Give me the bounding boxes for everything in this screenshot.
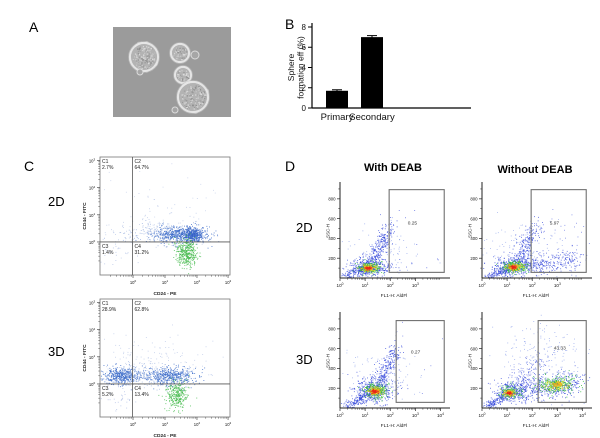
gate-rect xyxy=(388,189,445,273)
y-axis-label: CD44 - FITC xyxy=(82,202,88,230)
quadrant-value: 5.2% xyxy=(102,392,114,398)
y-axis-label: SSC-H xyxy=(468,354,473,368)
plot-frame xyxy=(99,298,231,418)
scatter-points xyxy=(483,314,591,409)
svg-text:100: 100 xyxy=(130,421,137,427)
gate-rect xyxy=(530,189,587,273)
y-axis-label: SSC-H xyxy=(468,224,473,238)
quadrant-label: C2 xyxy=(135,301,142,307)
svg-text:100: 100 xyxy=(130,279,137,285)
quadrant-label: C1 xyxy=(102,301,109,307)
gate-rect xyxy=(395,320,445,403)
scatter-points xyxy=(100,324,224,414)
y-axis-label: formation eff (%) xyxy=(296,36,306,99)
svg-text:101: 101 xyxy=(89,354,96,360)
svg-text:100: 100 xyxy=(89,239,96,245)
svg-text:2: 2 xyxy=(302,84,307,93)
y-axis-label: Sphere xyxy=(286,54,296,82)
gate-value: 43.33 xyxy=(554,346,566,352)
quadrant-label: C2 xyxy=(135,159,142,165)
quadrant-value: 62.8% xyxy=(135,307,150,313)
quadrant-label: C3 xyxy=(102,386,109,392)
panel-a-label: A xyxy=(29,19,39,35)
quadrant-label: C1 xyxy=(102,159,109,165)
plot-frame xyxy=(99,156,231,276)
panel-a-micrograph xyxy=(113,27,231,117)
scatter-points xyxy=(341,321,443,409)
small-sphere xyxy=(171,106,179,114)
x-axis-label: FL1-H: AldFl xyxy=(523,293,550,299)
scatter-points xyxy=(100,163,220,275)
quadrant-label: C4 xyxy=(135,244,142,250)
svg-text:103: 103 xyxy=(225,421,232,427)
panel-b-label: B xyxy=(285,16,295,32)
svg-text:102: 102 xyxy=(194,421,201,427)
svg-text:102: 102 xyxy=(89,185,96,191)
panel-d-col-header-without-deab: Without DEAB xyxy=(497,164,573,176)
x-axis-label: CD24 - PE xyxy=(154,291,178,296)
svg-text:103: 103 xyxy=(225,279,232,285)
gate-rect xyxy=(537,320,587,403)
quadrant-label: C3 xyxy=(102,244,109,250)
panel-d-col-header-with-deab: With DEAB xyxy=(364,162,422,174)
panel-c-row-label-2d: 2D xyxy=(48,194,65,209)
svg-text:100: 100 xyxy=(89,381,96,387)
x-axis-label: CD24 - PE xyxy=(154,433,178,438)
quadrant-value: 28.9% xyxy=(102,307,117,313)
gate-value: 0.27 xyxy=(411,349,421,355)
svg-text:0: 0 xyxy=(302,104,307,113)
tumor-sphere xyxy=(179,83,207,111)
panel-c-label: C xyxy=(24,158,35,174)
svg-text:102: 102 xyxy=(194,279,201,285)
scatter-points xyxy=(482,209,590,279)
x-axis-label: FL1-H: AldFl xyxy=(523,423,550,429)
panel-d-row-label-2d: 2D xyxy=(296,220,313,235)
small-sphere xyxy=(190,50,200,60)
svg-text:101: 101 xyxy=(162,421,169,427)
quadrant-value: 1.4% xyxy=(102,250,114,256)
svg-text:8: 8 xyxy=(302,23,307,32)
panel-d-label: D xyxy=(285,158,296,174)
scatter-points xyxy=(341,210,441,279)
panel-d-row-label-3d: 3D xyxy=(296,352,313,367)
x-tick-label: Secondary xyxy=(349,112,395,123)
gate-value: 5.97 xyxy=(550,220,560,226)
bar xyxy=(361,37,383,108)
y-axis-label: SSC-H xyxy=(326,354,331,368)
micrograph-background xyxy=(113,27,231,117)
bar xyxy=(326,90,348,108)
panel-c-row-label-3d: 3D xyxy=(48,344,65,359)
svg-text:6: 6 xyxy=(302,43,307,52)
svg-text:103: 103 xyxy=(89,300,96,306)
svg-text:101: 101 xyxy=(89,212,96,218)
svg-text:103: 103 xyxy=(89,158,96,164)
quadrant-value: 31.2% xyxy=(135,250,150,256)
x-axis-label: FL1-H: AldFl xyxy=(381,423,408,429)
panel-b-bar-chart: 0 2 4 6 8 Sphere formation eff (%) PrimarySecon… xyxy=(286,23,471,123)
x-tick-label: Primary xyxy=(321,112,354,123)
y-axis-label: SSC-H xyxy=(326,224,331,238)
small-sphere xyxy=(136,68,144,76)
quadrant-label: C4 xyxy=(135,386,142,392)
svg-text:101: 101 xyxy=(162,279,169,285)
quadrant-value: 2.7% xyxy=(102,165,114,171)
y-axis-label: CD44 - FITC xyxy=(82,344,88,372)
quadrant-value: 64.7% xyxy=(135,165,150,171)
svg-text:102: 102 xyxy=(89,327,96,333)
quadrant-value: 13.4% xyxy=(135,392,150,398)
svg-text:4: 4 xyxy=(302,63,307,72)
gate-value: 0.25 xyxy=(408,220,418,226)
x-axis-label: FL1-H: AldFl xyxy=(381,293,408,299)
